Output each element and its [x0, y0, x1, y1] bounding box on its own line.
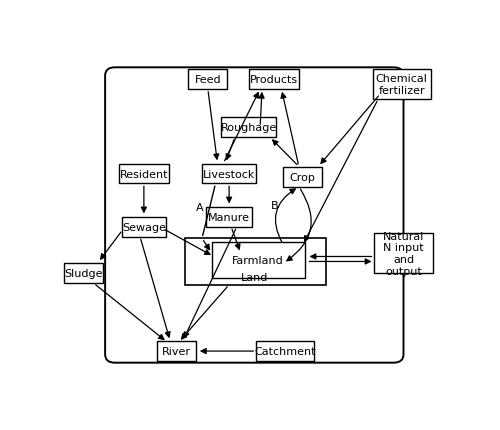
- Text: Land: Land: [240, 273, 268, 283]
- Bar: [248, 70, 299, 90]
- Bar: [372, 70, 430, 100]
- Text: River: River: [162, 346, 192, 356]
- Text: Chemical
fertilizer: Chemical fertilizer: [376, 74, 428, 95]
- Bar: [188, 70, 227, 90]
- Bar: [122, 217, 166, 237]
- Text: Sewage: Sewage: [122, 222, 166, 232]
- Bar: [212, 242, 304, 278]
- Bar: [184, 239, 326, 285]
- Bar: [118, 164, 169, 184]
- Bar: [64, 264, 103, 283]
- Bar: [284, 168, 322, 187]
- Bar: [222, 118, 276, 138]
- Text: Natural
N input
and
output: Natural N input and output: [383, 231, 424, 276]
- Text: A: A: [196, 202, 204, 212]
- Bar: [158, 341, 196, 361]
- Bar: [374, 233, 432, 273]
- Text: Sludge: Sludge: [64, 268, 103, 279]
- Text: B: B: [271, 200, 278, 211]
- Bar: [202, 164, 256, 184]
- FancyBboxPatch shape: [105, 68, 404, 363]
- Text: Catchment: Catchment: [254, 346, 316, 356]
- Text: Manure: Manure: [208, 212, 250, 222]
- Text: Roughage: Roughage: [220, 123, 276, 133]
- Text: Feed: Feed: [194, 75, 221, 85]
- Text: Products: Products: [250, 75, 298, 85]
- Text: Livestock: Livestock: [203, 169, 256, 179]
- Text: Resident: Resident: [120, 169, 168, 179]
- Bar: [256, 341, 314, 361]
- Bar: [206, 207, 252, 227]
- Text: Crop: Crop: [290, 172, 316, 182]
- Text: Farmland: Farmland: [232, 255, 284, 265]
